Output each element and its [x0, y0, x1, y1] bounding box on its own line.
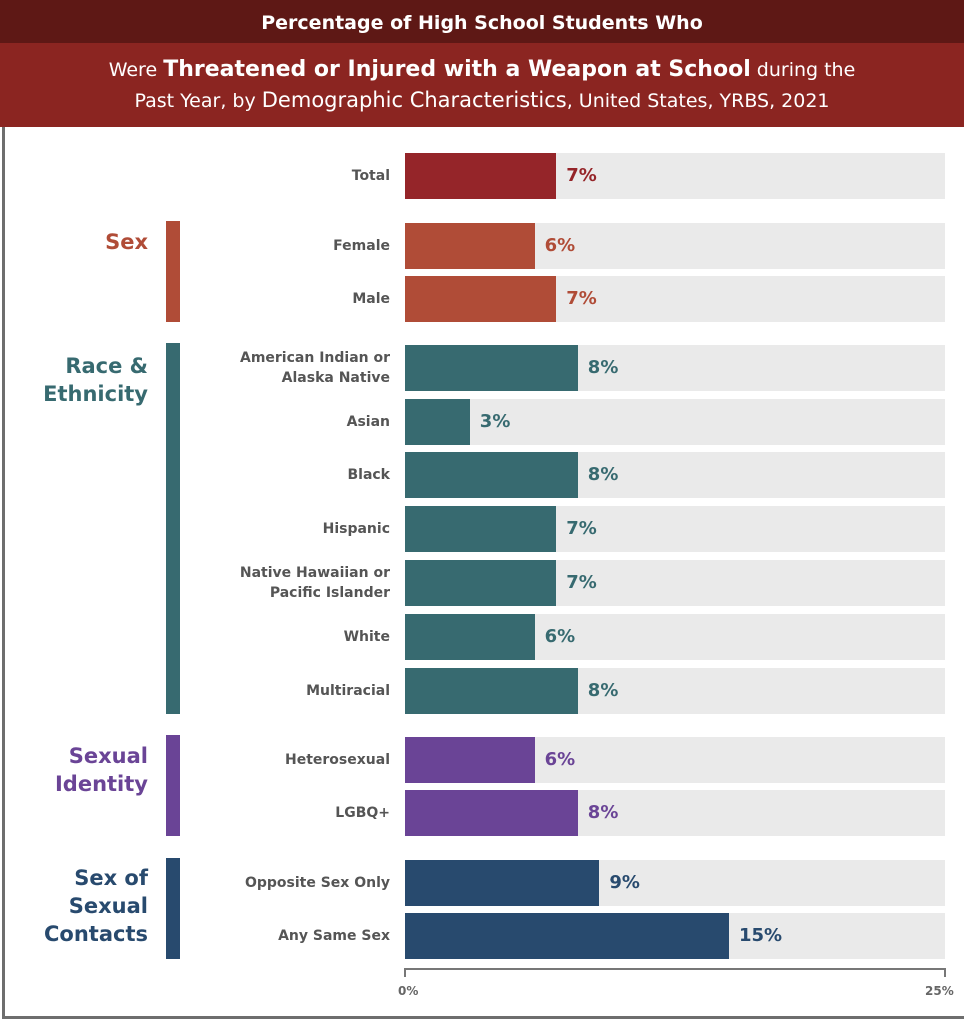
category-label: Male	[352, 276, 390, 322]
bar	[405, 399, 470, 445]
title-text: , United States, YRBS, 2021	[566, 90, 830, 112]
group-label: Sexual Identity	[54, 744, 148, 796]
value-label: 7%	[566, 165, 597, 186]
category-label-text: American Indian or Alaska Native	[239, 350, 390, 386]
bar	[405, 452, 578, 498]
title-text: during the	[750, 59, 856, 81]
title-main: Were Threatened or Injured with a Weapon…	[0, 43, 964, 127]
bar	[405, 737, 535, 783]
group-label: Race & Ethnicity	[43, 354, 148, 406]
bar	[405, 790, 578, 836]
x-tick-label: 25%	[925, 984, 954, 998]
value-label: 8%	[587, 357, 619, 378]
bar	[405, 223, 535, 269]
category-label: Female	[333, 223, 390, 269]
category-label-text: Heterosexual	[285, 752, 390, 768]
category-label-text: Multiracial	[306, 683, 390, 699]
category-label-text: Black	[347, 467, 390, 483]
bar	[405, 913, 729, 959]
category-label-text: Hispanic	[322, 521, 390, 537]
x-tick	[944, 968, 946, 977]
bar	[405, 668, 578, 714]
category-label: American Indian or Alaska Native	[240, 345, 390, 391]
category-label-text: Native Hawaiian or Pacific Islander	[239, 565, 390, 601]
value-label: 7%	[566, 518, 597, 539]
value-label: 6%	[544, 749, 576, 770]
title-emphasis: Demographic Characteristics	[261, 88, 567, 112]
group-bracket	[166, 221, 180, 322]
category-label: Any Same Sex	[278, 913, 390, 959]
x-axis	[405, 968, 945, 970]
group-bracket	[166, 343, 180, 714]
value-label: 9%	[609, 872, 640, 893]
x-tick	[404, 968, 406, 977]
category-label-text: Any Same Sex	[278, 928, 390, 944]
group-bracket	[166, 858, 180, 959]
category-label: Black	[347, 452, 390, 498]
category-label-text: Male	[352, 291, 390, 307]
bar	[405, 614, 535, 660]
category-label: Opposite Sex Only	[245, 860, 390, 906]
category-label: Multiracial	[306, 668, 390, 714]
title-text: Past Year, by	[134, 90, 262, 112]
category-label-text: Opposite Sex Only	[244, 875, 390, 891]
value-label: 15%	[739, 925, 783, 946]
category-label: Total	[352, 153, 390, 199]
value-label: 6%	[544, 235, 576, 256]
bar	[405, 860, 600, 906]
bar	[405, 506, 557, 552]
value-label: 3%	[479, 411, 511, 432]
frame-bottom	[2, 1016, 964, 1019]
category-label-text: LGBQ+	[335, 805, 390, 821]
x-tick-label: 0%	[398, 984, 419, 998]
category-label-text: Asian	[346, 414, 390, 430]
value-label: 8%	[587, 802, 619, 823]
title-emphasis: Threatened or Injured with a Weapon at S…	[163, 57, 751, 82]
value-label: 7%	[566, 288, 597, 309]
category-label: Heterosexual	[285, 737, 390, 783]
value-label: 6%	[544, 626, 576, 647]
value-label: 8%	[587, 680, 619, 701]
frame-left	[2, 127, 5, 1019]
category-label-text: Total	[351, 168, 390, 184]
category-label: White	[344, 614, 390, 660]
group-label: Sex	[105, 230, 148, 254]
group-bracket	[166, 735, 180, 836]
category-label: LGBQ+	[335, 790, 390, 836]
category-label-text: White	[343, 629, 390, 645]
title-text: Were	[108, 59, 164, 81]
category-label: Native Hawaiian or Pacific Islander	[240, 560, 390, 606]
title-line-1: Percentage of High School Students Who	[0, 0, 964, 43]
bar	[405, 345, 578, 391]
value-label: 8%	[587, 464, 619, 485]
category-label-text: Female	[333, 238, 390, 254]
bar	[405, 560, 557, 606]
value-label: 7%	[566, 572, 597, 593]
bar	[405, 153, 557, 199]
category-label: Hispanic	[323, 506, 390, 552]
group-label: Sex of Sexual Contacts	[44, 866, 148, 946]
category-label: Asian	[347, 399, 390, 445]
bar	[405, 276, 557, 322]
bar-track	[405, 399, 945, 445]
